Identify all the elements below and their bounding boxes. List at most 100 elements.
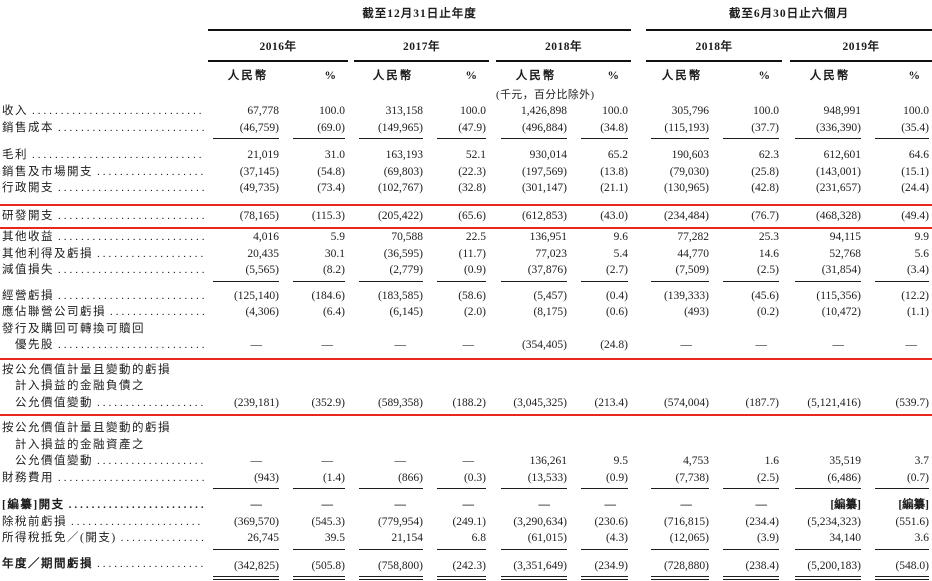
value-cell: 30.1 [288,246,348,263]
value-cell: (24.8) [576,337,631,354]
cell-value: (249.1) [452,515,486,528]
cell-value: (301,147) [521,182,567,194]
dot-leader [32,103,204,120]
cell-value: 52.1 [465,149,486,161]
value-cell: 70,588 [354,229,432,246]
year-gap [782,229,790,246]
cell-value: (49.4) [901,209,930,222]
cell-value: 4,016 [253,231,279,243]
row-label: 研發開支 [2,209,54,222]
cell-value: (36,595) [383,247,423,260]
table-row: 經營虧損 (125,140) (184.6) (183,585) (58.6) (5,45… [0,288,932,305]
value-cell: 3.7 [870,453,932,470]
cell-value: (866) [359,470,423,489]
table-row-label-line: 計入損益的金融資產之 [0,437,932,454]
cell-value: (0.6) [605,306,628,318]
row-label-cell: 其他利得及虧損 [0,246,208,263]
dot-leader [58,337,204,354]
cell-value: (102,767) [377,182,423,194]
value-cell: 100.0 [718,103,782,120]
cell-value: 6.8 [437,530,486,550]
value-cell: (6,145) [354,304,432,321]
cell-value: (24.8) [600,339,628,351]
year-gap [782,453,790,470]
value-cell: (354,405) [496,337,576,354]
table-row: 財務費用 (943) (1.4) (866) (0.3) (13,533) (0.9) (7,… [0,470,932,489]
value-cell: (1.1) [870,304,932,321]
cell-value: 190,603 [671,149,709,161]
cell-value: 31.0 [324,149,345,161]
cell-value: 34,140 [795,530,861,550]
value-cell: [編纂] [790,497,870,514]
cell-value: 9.5 [613,455,628,467]
value-cell: (0.6) [576,304,631,321]
group-gap [631,6,646,30]
value-cell: 65.2 [576,147,631,164]
row-label-cell: 銷售成本 [0,120,208,140]
year-gap [489,337,496,354]
cell-value: (0.4) [605,289,628,302]
cell-value: 26,745 [213,530,279,550]
row-label-cell: 除稅前虧損 [0,514,208,531]
value-cell: 34,140 [790,530,870,550]
cell-value: (1.1) [906,306,930,318]
cell-value: (548.0) [875,558,930,580]
cell-value: 21,154 [359,530,423,550]
cell-value: (32.8) [458,182,486,194]
cell-value: (4,306) [245,306,279,318]
cell-value: 65.2 [607,149,628,161]
value-cell: (230.6) [576,514,631,531]
cell-value: 3.7 [914,455,930,467]
value-cell: (187.7) [718,395,782,415]
value-cell: (197,569) [496,164,576,181]
value-cell: (25.8) [718,164,782,181]
cell-value: (130,965) [663,182,709,194]
period-title-interim: 截至6月30日止六個月 [728,8,850,20]
cell-value: (15.1) [901,165,930,178]
value-cell: — [646,337,718,354]
value-cell: 94,115 [790,229,870,246]
value-cell: — [288,497,348,514]
cell-value: (37.7) [723,120,779,139]
currency-header: 人民幣 [661,70,703,82]
corner-spacer [0,61,208,85]
row-label: 其他利得及虧損 [2,247,93,260]
table-row: 其他收益 4,016 5.9 70,588 22.5 136,951 9.6 77,282 25… [0,229,932,246]
value-cell: 100.0 [870,103,932,120]
value-cell: (342,825) [208,556,288,580]
value-cell: (79,030) [646,164,718,181]
cell-value: 44,770 [677,247,709,260]
value-cell: 5.9 [288,229,348,246]
value-cell: 35,519 [790,453,870,470]
value-cell: (7,738) [646,470,718,489]
row-label: 其他收益 [2,231,54,243]
value-cell: (612,853) [496,206,576,228]
value-cell: (2.7) [576,262,631,282]
cell-value: 305,796 [671,105,709,117]
table-row: 應佔聯營公司虧損 (4,306) (6.4) (6,145) (2.0) (8,175) (… [0,304,932,321]
year-gap [489,61,496,85]
cell-value: (3.4) [875,262,930,282]
dot-leader [97,164,204,181]
cell-value: (2.7) [581,262,628,282]
cell-value: (43.0) [600,209,628,222]
cell-value: 20,435 [247,247,279,260]
value-cell: (5,457) [496,288,576,305]
value-cell: (31,854) [790,262,870,282]
table-row: [編纂]開支 — — — — — — — — [編纂] [編纂] [0,497,932,514]
cell-value: — [250,455,263,467]
cell-value: (2.0) [463,306,486,318]
value-cell: (45.6) [718,288,782,305]
value-cell: 67,778 [208,103,288,120]
cell-value: — [538,499,551,511]
year-gap [631,395,646,415]
cell-value: — [394,339,407,351]
value-cell: (4,306) [208,304,288,321]
year-gap [631,103,646,120]
table-header: 截至12月31日止年度 截至6月30日止六個月 2016年 2017年 2018年 201… [0,6,932,103]
value-cell: 3.6 [870,530,932,550]
cell-value: (2.5) [723,470,779,489]
table-row: 優先股 — — — — (354,405) (24.8) — — — — [0,337,932,354]
group-title-row: 截至12月31日止年度 截至6月30日止六個月 [0,6,932,31]
cell-value: (46,759) [213,120,279,139]
